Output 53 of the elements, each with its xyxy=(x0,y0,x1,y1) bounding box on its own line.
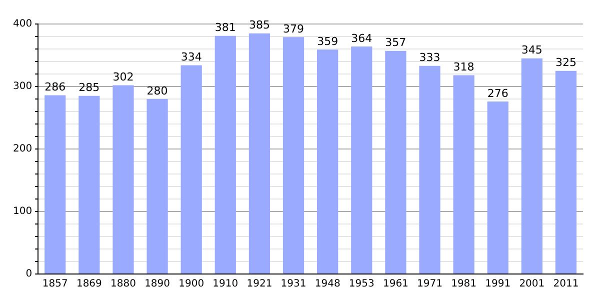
x-tick-label: 1880 xyxy=(110,278,136,290)
x-tick-label: 1869 xyxy=(76,278,102,290)
data-label: 345 xyxy=(521,44,542,57)
bar xyxy=(146,99,168,274)
x-tick-label: 1953 xyxy=(348,278,374,290)
x-tick-label: 2001 xyxy=(519,278,545,290)
y-tick-label: 300 xyxy=(12,81,32,92)
data-label: 364 xyxy=(351,32,372,45)
data-label: 318 xyxy=(453,60,474,74)
bar xyxy=(44,95,66,274)
bar xyxy=(248,33,270,274)
data-label: 302 xyxy=(112,70,134,84)
x-tick-label: 1890 xyxy=(144,278,170,290)
data-label: 276 xyxy=(487,86,508,100)
data-label: 325 xyxy=(555,56,576,70)
x-tick-label: 1981 xyxy=(451,278,477,290)
y-tick-label: 100 xyxy=(12,206,32,218)
x-tick-label: 1961 xyxy=(382,278,408,290)
x-tick-label: 1971 xyxy=(417,278,442,290)
data-label: 381 xyxy=(214,21,236,34)
bar xyxy=(282,37,304,274)
x-tick-label: 1921 xyxy=(246,278,272,290)
x-tick-label: 1857 xyxy=(42,278,68,290)
bar xyxy=(317,50,338,274)
data-label: 357 xyxy=(385,36,406,50)
x-tick-label: 1900 xyxy=(178,278,204,290)
bar xyxy=(351,46,372,274)
x-tick-label: 1910 xyxy=(212,278,238,290)
data-label: 333 xyxy=(419,51,440,64)
bar xyxy=(487,102,508,274)
bar xyxy=(180,65,202,274)
x-tick-label: 2011 xyxy=(553,278,579,290)
bar xyxy=(214,36,236,274)
x-tick-label: 1991 xyxy=(485,278,511,290)
data-label: 385 xyxy=(248,18,270,32)
y-tick-label: 200 xyxy=(12,144,32,155)
y-tick-label: 400 xyxy=(12,18,32,30)
bar xyxy=(521,58,542,274)
data-label: 285 xyxy=(78,81,100,94)
bar xyxy=(419,66,440,274)
bar xyxy=(78,96,100,274)
bar xyxy=(112,85,134,274)
bar xyxy=(555,70,577,274)
y-tick-label: 0 xyxy=(26,268,32,280)
data-label: 286 xyxy=(44,80,66,94)
data-label: 334 xyxy=(180,50,202,64)
x-tick-label: 1931 xyxy=(280,278,306,290)
x-tick-label: 1948 xyxy=(314,278,340,290)
bar xyxy=(453,75,474,274)
data-label: 280 xyxy=(146,84,168,98)
data-label: 379 xyxy=(283,22,304,36)
data-label: 359 xyxy=(317,34,338,48)
bar xyxy=(385,50,406,274)
